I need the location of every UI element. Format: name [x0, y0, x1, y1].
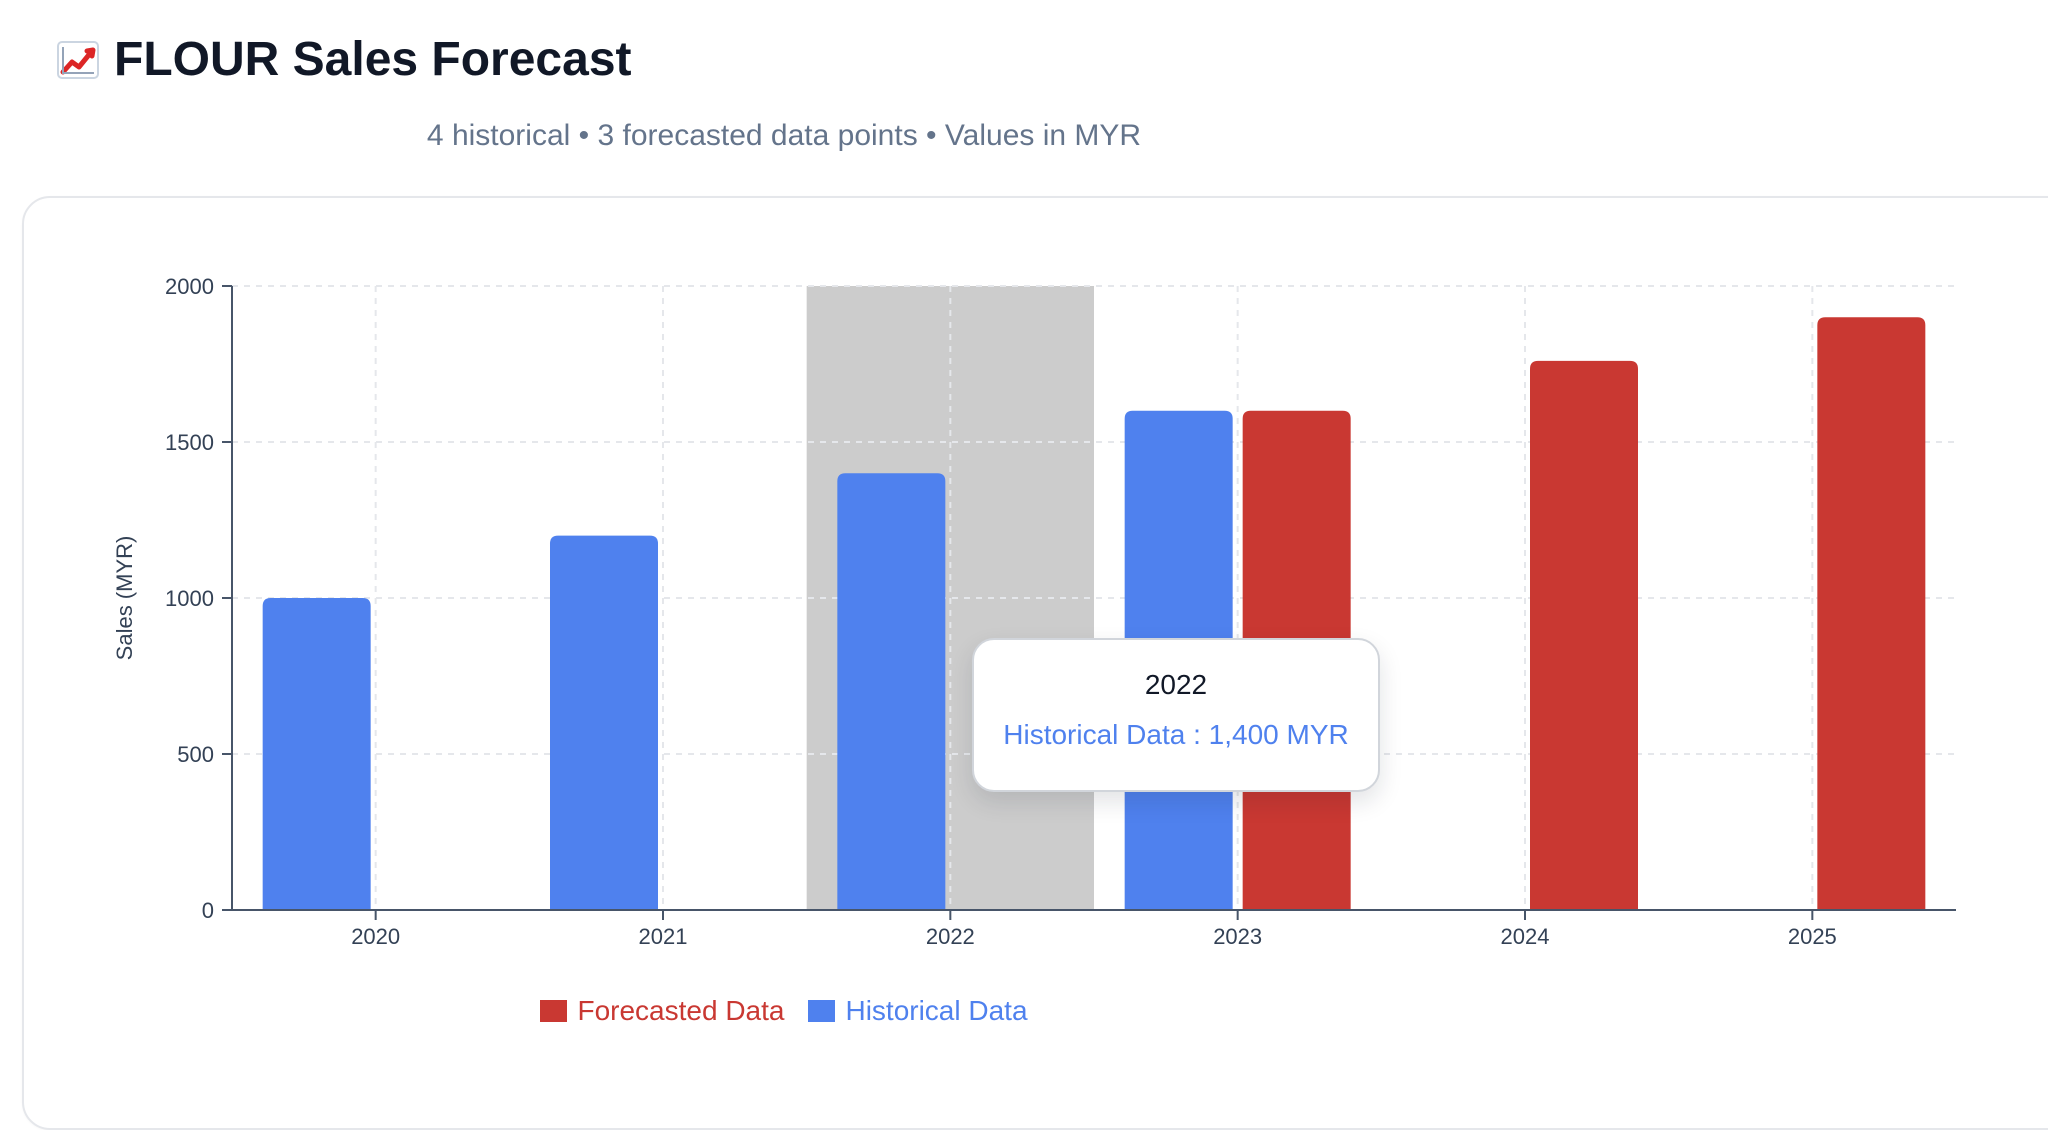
historical-bar-2022[interactable]: [837, 473, 946, 910]
x-tick-label-0: 2020: [351, 924, 400, 949]
legend-item-historical[interactable]: Historical Data: [808, 995, 1028, 1026]
y-axis-label: Sales (MYR): [112, 536, 137, 661]
historical-bar-2020[interactable]: [262, 598, 371, 910]
chart-grid: [232, 285, 1956, 911]
chart-increasing-icon: [57, 41, 99, 79]
y-tick-label-2: 1000: [165, 586, 214, 611]
legend-item-forecasted[interactable]: Forecasted Data: [540, 997, 784, 1025]
x-tick-label-4: 2024: [1501, 924, 1550, 949]
chart-legend: Forecasted Data Historical Data: [0, 997, 1568, 1025]
chart-ticks: 0 500 1000 1500 2000 2020 2021 2022 2023 2024 2025: [165, 274, 1837, 949]
forecasted-bar-2025[interactable]: [1817, 317, 1926, 910]
y-tick-label-1: 500: [177, 742, 214, 767]
x-tick-label-1: 2021: [639, 924, 688, 949]
tooltip-value: Historical Data : 1,400 MYR: [1003, 719, 1349, 750]
sales-forecast-chart[interactable]: 0 500 1000 1500 2000 2020 2021 2022 2023 2024 2025…: [0, 0, 2048, 1080]
page-title-text: FLOUR Sales Forecast: [114, 33, 632, 86]
chart-subtitle: 4 historical • 3 forecasted data points …: [426, 119, 1142, 152]
x-tick-label-2: 2022: [926, 924, 975, 949]
x-tick-label-5: 2025: [1788, 924, 1837, 949]
legend-label-forecasted: Forecasted Data: [577, 995, 785, 1026]
chart-axes: [222, 285, 1956, 920]
historical-bar-2021[interactable]: [550, 535, 658, 910]
legend-swatch-historical: [808, 1000, 836, 1022]
y-tick-label-3: 1500: [165, 430, 214, 455]
page-title: FLOUR Sales Forecast: [56, 36, 632, 84]
y-tick-label-0: 0: [202, 898, 214, 923]
y-tick-label-4: 2000: [165, 274, 214, 299]
x-tick-label-3: 2023: [1213, 924, 1262, 949]
legend-label-historical: Historical Data: [845, 995, 1028, 1026]
chart-tooltip: 2022 Historical Data : 1,400 MYR: [972, 638, 1380, 792]
forecasted-bar-2024[interactable]: [1530, 360, 1638, 910]
tooltip-label: 2022: [1144, 669, 1208, 700]
legend-swatch-forecasted: [540, 1000, 568, 1022]
